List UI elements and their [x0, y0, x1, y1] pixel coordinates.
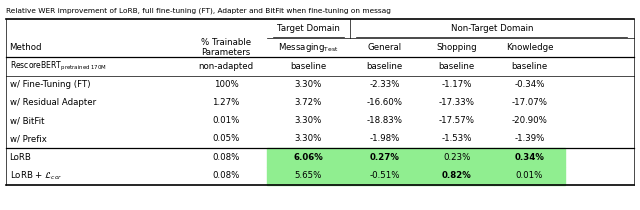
Text: w/ Prefix: w/ Prefix	[10, 134, 47, 143]
Text: -18.83%: -18.83%	[367, 116, 403, 125]
Bar	[267, 148, 350, 167]
Bar	[350, 167, 419, 185]
Text: -1.53%: -1.53%	[442, 134, 472, 143]
Bar	[494, 148, 564, 167]
Text: 3.30%: 3.30%	[294, 134, 322, 143]
Text: Non-Target Domain: Non-Target Domain	[451, 24, 533, 33]
Text: 0.08%: 0.08%	[212, 153, 239, 162]
Text: -17.07%: -17.07%	[511, 98, 547, 107]
Bar	[419, 167, 494, 185]
Text: -17.33%: -17.33%	[439, 98, 475, 107]
Text: baseline: baseline	[438, 62, 475, 71]
Text: 3.72%: 3.72%	[294, 98, 322, 107]
Text: w/ Fine-Tuning (FT): w/ Fine-Tuning (FT)	[10, 80, 90, 89]
Text: -2.33%: -2.33%	[369, 80, 400, 89]
Text: 0.01%: 0.01%	[516, 171, 543, 180]
Text: Target Domain: Target Domain	[277, 24, 340, 33]
Text: w/ BitFit: w/ BitFit	[10, 116, 44, 125]
Text: -1.17%: -1.17%	[442, 80, 472, 89]
Bar	[419, 148, 494, 167]
Text: RescoreBERT$_{\mathrm{pretrained\ 170M}}$: RescoreBERT$_{\mathrm{pretrained\ 170M}}…	[10, 60, 106, 73]
Text: -1.39%: -1.39%	[515, 134, 545, 143]
Text: Method: Method	[10, 43, 42, 52]
Text: baseline: baseline	[511, 62, 548, 71]
Text: 0.27%: 0.27%	[370, 153, 399, 162]
Text: w/ Residual Adapter: w/ Residual Adapter	[10, 98, 95, 107]
Text: 6.06%: 6.06%	[294, 153, 323, 162]
Text: Messaging$_{\mathrm{Test}}$: Messaging$_{\mathrm{Test}}$	[278, 41, 339, 54]
Text: 0.23%: 0.23%	[443, 153, 470, 162]
Text: 5.65%: 5.65%	[294, 171, 322, 180]
Text: baseline: baseline	[291, 62, 326, 71]
Text: % Trainable
Parameters: % Trainable Parameters	[201, 38, 251, 57]
Bar	[267, 167, 350, 185]
Text: -16.60%: -16.60%	[367, 98, 403, 107]
Text: LoRB + $\mathcal{L}_{cor}$: LoRB + $\mathcal{L}_{cor}$	[10, 169, 62, 182]
Text: -20.90%: -20.90%	[511, 116, 547, 125]
Text: Shopping: Shopping	[436, 43, 477, 52]
Text: 100%: 100%	[214, 80, 238, 89]
Text: General: General	[367, 43, 402, 52]
Text: 0.01%: 0.01%	[212, 116, 239, 125]
Text: 3.30%: 3.30%	[294, 80, 322, 89]
Text: LoRB: LoRB	[10, 153, 31, 162]
Text: 3.30%: 3.30%	[294, 116, 322, 125]
Text: baseline: baseline	[367, 62, 403, 71]
Text: non-adapted: non-adapted	[198, 62, 253, 71]
Text: 1.27%: 1.27%	[212, 98, 239, 107]
Text: -17.57%: -17.57%	[439, 116, 475, 125]
Text: -0.34%: -0.34%	[514, 80, 545, 89]
Bar	[350, 148, 419, 167]
Text: 0.08%: 0.08%	[212, 171, 239, 180]
Text: Knowledge: Knowledge	[506, 43, 553, 52]
Bar	[494, 167, 564, 185]
Text: 0.05%: 0.05%	[212, 134, 239, 143]
Text: -1.98%: -1.98%	[369, 134, 400, 143]
Text: 0.82%: 0.82%	[442, 171, 472, 180]
Text: 0.34%: 0.34%	[515, 153, 545, 162]
Text: -0.51%: -0.51%	[369, 171, 400, 180]
Text: Relative WER improvement of LoRB, full fine-tuning (FT), Adapter and BitFit when: Relative WER improvement of LoRB, full f…	[6, 7, 391, 14]
